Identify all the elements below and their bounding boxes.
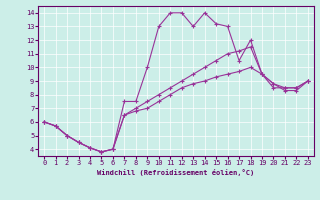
X-axis label: Windchill (Refroidissement éolien,°C): Windchill (Refroidissement éolien,°C): [97, 169, 255, 176]
